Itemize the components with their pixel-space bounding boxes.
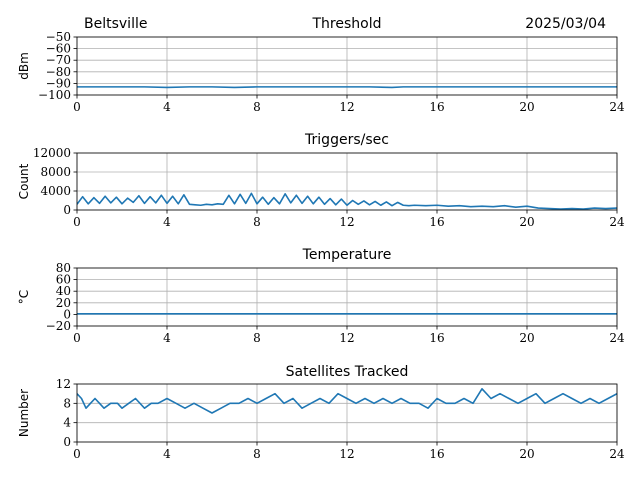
x-tick-label: 24 bbox=[609, 447, 625, 461]
y-tick-label: 8000 bbox=[40, 165, 71, 179]
x-tick-label: 4 bbox=[163, 447, 171, 461]
y-tick-label: 80 bbox=[56, 261, 71, 275]
y-tick-label: −80 bbox=[46, 65, 71, 79]
y-axis-label: Count bbox=[17, 163, 31, 199]
y-tick-label: 4 bbox=[63, 416, 71, 430]
x-tick-label: 24 bbox=[609, 100, 625, 114]
x-tick-label: 20 bbox=[519, 100, 534, 114]
y-tick-label: 4000 bbox=[40, 184, 71, 198]
y-tick-label: −100 bbox=[38, 88, 71, 102]
chart-panel-1: 0 4 8 12 16 20 24 −100−90−80−70−60−50 Threshold d… bbox=[17, 16, 625, 114]
x-tick-label: 4 bbox=[163, 331, 171, 345]
y-tick-label: −70 bbox=[46, 53, 71, 67]
chart-title: Triggers/sec bbox=[304, 132, 389, 148]
x-tick-label: 16 bbox=[429, 447, 444, 461]
x-tick-label: 8 bbox=[253, 447, 261, 461]
x-tick-label: 12 bbox=[339, 100, 354, 114]
series-line-4-1 bbox=[77, 388, 617, 414]
chart-title: Temperature bbox=[302, 247, 392, 263]
x-tick-label: 24 bbox=[609, 331, 625, 345]
y-tick-label: −50 bbox=[46, 30, 71, 44]
chart-panel-4: 0 4 8 12 16 20 24 0 4 8 12 Satellites Tracked Number bbox=[17, 364, 625, 461]
series-line-2-1 bbox=[77, 192, 617, 210]
y-tick-label: 0 bbox=[63, 203, 71, 217]
y-tick-label: 40 bbox=[56, 284, 71, 298]
y-tick-label: 12 bbox=[56, 377, 71, 391]
x-tick-label: 4 bbox=[163, 215, 171, 229]
x-tick-label: 4 bbox=[163, 100, 171, 114]
series-line-1-1 bbox=[77, 86, 617, 89]
x-tick-label: 20 bbox=[519, 331, 534, 345]
y-tick-label: 60 bbox=[56, 273, 71, 287]
y-tick-label: 20 bbox=[56, 296, 71, 310]
report-date: 2025/03/04 bbox=[525, 16, 606, 32]
y-tick-label: −60 bbox=[46, 42, 71, 56]
x-tick-label: 8 bbox=[253, 215, 261, 229]
x-tick-label: 20 bbox=[519, 447, 534, 461]
y-tick-label: 8 bbox=[63, 396, 71, 410]
x-tick-label: 16 bbox=[429, 331, 444, 345]
x-tick-label: 16 bbox=[429, 100, 444, 114]
x-tick-label: 0 bbox=[73, 447, 81, 461]
y-tick-label: −20 bbox=[46, 319, 71, 333]
x-tick-label: 12 bbox=[339, 331, 354, 345]
y-tick-label: 12000 bbox=[33, 146, 71, 160]
x-tick-label: 12 bbox=[339, 215, 354, 229]
y-tick-label: −90 bbox=[46, 76, 71, 90]
x-tick-label: 8 bbox=[253, 331, 261, 345]
x-tick-label: 16 bbox=[429, 215, 444, 229]
x-tick-label: 20 bbox=[519, 215, 534, 229]
chart-title: Satellites Tracked bbox=[286, 364, 409, 380]
station-name: Beltsville bbox=[84, 16, 147, 32]
x-tick-label: 24 bbox=[609, 215, 625, 229]
y-axis-label: Number bbox=[17, 389, 31, 437]
chart-panel-2: 0 4 8 12 16 20 24 0 4000 8000 12000 Triggers/sec Cou… bbox=[17, 132, 625, 229]
x-tick-label: 8 bbox=[253, 100, 261, 114]
y-axis-label: °C bbox=[17, 290, 31, 304]
x-tick-label: 12 bbox=[339, 447, 354, 461]
x-tick-label: 0 bbox=[73, 100, 81, 114]
y-axis-label: dBm bbox=[17, 52, 31, 80]
chart-title: Threshold bbox=[312, 16, 382, 32]
x-tick-label: 0 bbox=[73, 215, 81, 229]
y-tick-label: 0 bbox=[63, 307, 71, 321]
x-tick-label: 0 bbox=[73, 331, 81, 345]
y-tick-label: 0 bbox=[63, 435, 71, 449]
